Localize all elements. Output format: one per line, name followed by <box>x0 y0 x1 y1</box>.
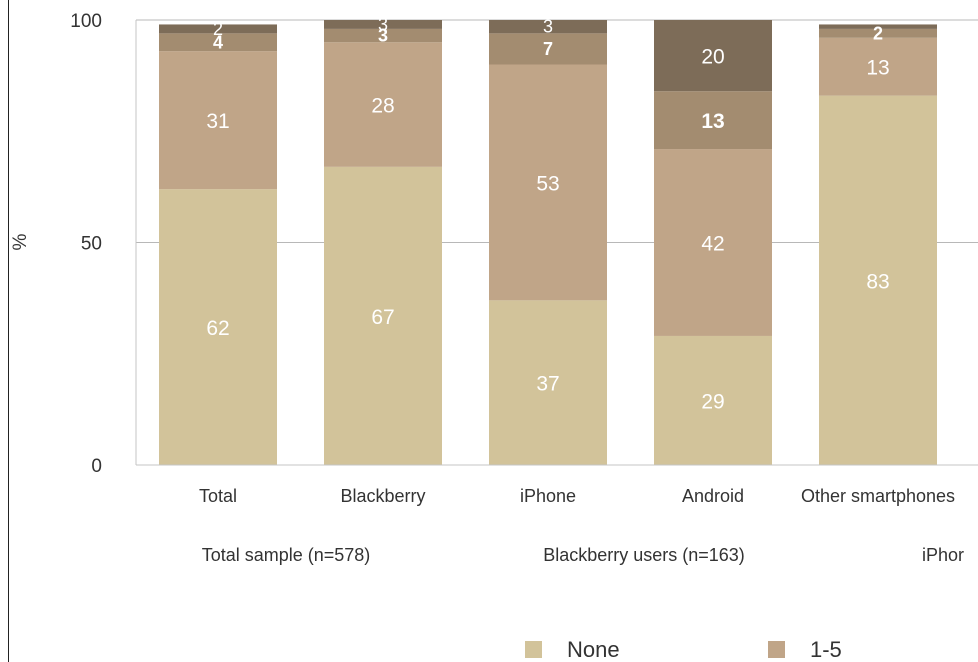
bar-segment <box>489 300 607 465</box>
data-label: 13 <box>866 57 889 80</box>
legend-label: None <box>567 637 620 662</box>
x-tick-label: Total <box>199 486 237 506</box>
legend-swatch <box>768 641 785 658</box>
y-tick-label: 50 <box>81 234 102 255</box>
data-label: 29 <box>701 390 724 413</box>
bar-segment <box>654 149 772 336</box>
bar-segment <box>654 91 772 150</box>
bars <box>159 20 937 466</box>
data-label: 4 <box>213 32 223 52</box>
x-tick-label: iPhone <box>520 486 576 506</box>
y-tick-label: 0 <box>91 456 102 477</box>
data-label: 31 <box>206 110 229 133</box>
bar-segment <box>324 20 442 29</box>
bar-segment <box>489 64 607 301</box>
data-label: 2 <box>213 19 223 39</box>
legend-label: 1-5 <box>810 637 842 662</box>
bar-segment <box>324 28 442 43</box>
data-label: 37 <box>536 373 559 396</box>
bar-segment <box>324 166 442 465</box>
axes: 0 50 100% Total Blackberry iPhone Android Other… <box>10 11 978 565</box>
bar-segment <box>489 33 607 65</box>
data-label: 3 <box>378 26 388 46</box>
bar-segment <box>159 189 277 465</box>
bar-segment <box>819 28 937 38</box>
x-tick-label: Other smartphones <box>801 486 955 506</box>
legend-swatch <box>525 641 542 658</box>
group-label: Blackberry users (n=163) <box>543 545 745 565</box>
bar-segment <box>159 24 277 34</box>
y-axis-label: % <box>10 233 31 250</box>
y-tick-label: 100 <box>70 11 102 32</box>
x-tick-label: Android <box>682 486 744 506</box>
data-label: 28 <box>371 95 394 118</box>
x-tick-label: Blackberry <box>340 486 425 506</box>
data-label: 2 <box>873 23 883 43</box>
group-label: Total sample (n=578) <box>202 545 371 565</box>
bar-segment <box>654 335 772 465</box>
bar-segment <box>324 42 442 167</box>
data-label: 7 <box>543 39 553 59</box>
bar-segment <box>819 37 937 96</box>
group-label: iPhor <box>922 545 964 565</box>
data-label: 3 <box>378 14 388 34</box>
data-label: 53 <box>536 172 559 195</box>
data-label: 20 <box>701 46 724 69</box>
bar-segment <box>819 24 937 29</box>
data-label: 3 <box>543 17 553 37</box>
bar-segment <box>159 33 277 52</box>
legend: None 1-5 <box>525 637 842 662</box>
bar-segment <box>489 20 607 34</box>
data-label: 67 <box>371 306 394 329</box>
data-label: 62 <box>206 317 229 340</box>
data-label: 13 <box>701 110 724 133</box>
bar-segment <box>819 95 937 466</box>
left-frame-line <box>8 0 9 662</box>
data-label: 42 <box>701 233 724 256</box>
bar-segment <box>654 20 772 92</box>
bar-segment <box>159 51 277 190</box>
data-label: 83 <box>866 270 889 293</box>
